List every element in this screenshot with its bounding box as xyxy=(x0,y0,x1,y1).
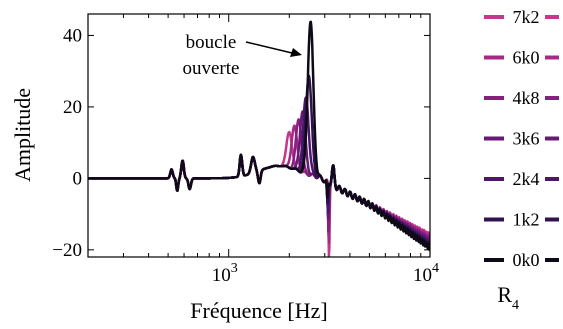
series-line-1k2 xyxy=(88,74,430,250)
legend-item-4k8: 4k8 xyxy=(484,88,559,108)
series-line-2k4 xyxy=(88,96,430,248)
plot-frame xyxy=(87,13,431,258)
legend-item-2k4: 2k4 xyxy=(484,169,559,189)
y-tick-label: 20 xyxy=(63,97,82,118)
legend-item-6k0: 6k0 xyxy=(484,48,559,68)
legend-label: 7k2 xyxy=(513,7,540,27)
legend-label: 3k6 xyxy=(513,129,540,149)
legend-label: 0k0 xyxy=(513,250,540,270)
series-line-0k0 xyxy=(88,20,430,252)
legend-title: R 4 xyxy=(497,282,519,313)
x-axis-label: Fréquence [Hz] xyxy=(190,298,327,323)
legend-label: 4k8 xyxy=(513,88,540,108)
annotation-arrowhead xyxy=(290,48,302,57)
legend-item-1k2: 1k2 xyxy=(484,210,559,230)
x-tick-label: 104 xyxy=(413,261,439,286)
legend-label: 6k0 xyxy=(513,48,540,68)
annotation: boucle ouverte xyxy=(183,32,302,79)
legend-item-3k6: 3k6 xyxy=(484,129,559,149)
x-tick-label: 103 xyxy=(212,261,238,286)
y-axis-label: Amplitude xyxy=(10,88,35,182)
legend: 7k2 6k0 4k8 3k6 2k4 1k2 0k0 xyxy=(484,7,559,270)
annotation-line-2: ouverte xyxy=(183,58,240,79)
y-tick-label: 40 xyxy=(63,25,82,46)
series-line-7k2 xyxy=(88,130,430,257)
y-axis-ticks: 40 20 0 −20 xyxy=(52,25,430,261)
x-axis-ticks: 103 104 xyxy=(87,14,439,286)
legend-title-sub: 4 xyxy=(512,298,519,313)
annotation-line-1: boucle xyxy=(186,32,237,53)
legend-title-main: R xyxy=(497,282,512,307)
legend-label: 1k2 xyxy=(513,210,540,230)
series-layer xyxy=(88,20,430,257)
y-tick-label: −20 xyxy=(52,240,82,261)
legend-label: 2k4 xyxy=(513,169,540,189)
annotation-arrow-shaft xyxy=(245,41,293,54)
legend-item-7k2: 7k2 xyxy=(484,7,559,27)
y-tick-label: 0 xyxy=(73,168,83,189)
legend-item-0k0: 0k0 xyxy=(484,250,559,270)
